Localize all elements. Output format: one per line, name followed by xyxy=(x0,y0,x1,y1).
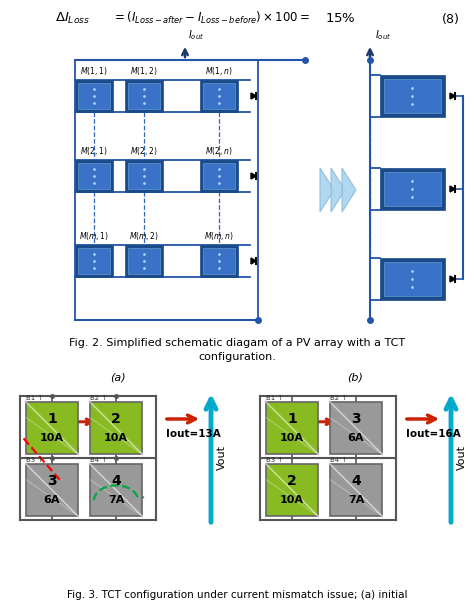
Text: 3: 3 xyxy=(351,412,361,426)
Bar xyxy=(380,258,445,300)
Bar xyxy=(75,160,113,192)
Bar xyxy=(384,79,441,113)
Text: B4 ↑: B4 ↑ xyxy=(330,457,347,463)
Text: $M(m,2)$: $M(m,2)$ xyxy=(129,230,159,242)
Bar xyxy=(128,83,160,109)
Text: 3: 3 xyxy=(47,474,57,488)
Text: $M(1,1)$: $M(1,1)$ xyxy=(80,65,108,77)
Text: Fig. 2. Simplified schematic diagam of a PV array with a TCT: Fig. 2. Simplified schematic diagam of a… xyxy=(69,338,405,348)
Text: 2: 2 xyxy=(287,474,297,488)
Bar xyxy=(380,75,445,117)
Bar xyxy=(384,172,441,206)
Bar xyxy=(384,262,441,296)
Text: 6A: 6A xyxy=(348,433,364,444)
Text: 1: 1 xyxy=(287,412,297,426)
Text: B4 ↑: B4 ↑ xyxy=(90,457,107,463)
Bar xyxy=(78,83,110,109)
Text: $I_{out}$: $I_{out}$ xyxy=(375,28,391,42)
Text: 10A: 10A xyxy=(40,433,64,444)
Text: $M(2,1)$: $M(2,1)$ xyxy=(80,145,108,157)
Text: $\Delta I_{Loss}$: $\Delta I_{Loss}$ xyxy=(55,10,90,26)
Polygon shape xyxy=(331,168,345,212)
Text: $15\%$: $15\%$ xyxy=(325,12,356,24)
Text: Fig. 3. TCT configuration under current mismatch issue; (a) initial: Fig. 3. TCT configuration under current … xyxy=(67,590,407,600)
Bar xyxy=(26,464,78,516)
Bar xyxy=(78,163,110,189)
Text: $M(m,1)$: $M(m,1)$ xyxy=(79,230,109,242)
Bar xyxy=(75,80,113,112)
Polygon shape xyxy=(320,168,334,212)
Bar xyxy=(128,248,160,274)
Bar xyxy=(200,160,238,192)
Polygon shape xyxy=(251,93,256,99)
Polygon shape xyxy=(450,93,455,99)
Polygon shape xyxy=(450,186,455,192)
Text: B1 ↑: B1 ↑ xyxy=(26,395,44,401)
Bar xyxy=(90,402,142,454)
Bar xyxy=(200,80,238,112)
Text: 10A: 10A xyxy=(280,433,304,444)
Bar xyxy=(78,248,110,274)
Text: Vout: Vout xyxy=(217,446,227,471)
Text: 4: 4 xyxy=(351,474,361,488)
Text: $M(2,2)$: $M(2,2)$ xyxy=(130,145,158,157)
Text: $M(1,n)$: $M(1,n)$ xyxy=(205,65,233,77)
Bar xyxy=(200,245,238,277)
Polygon shape xyxy=(342,168,356,212)
Bar xyxy=(330,464,382,516)
Bar xyxy=(380,168,445,210)
Text: Iout=16A: Iout=16A xyxy=(406,429,461,439)
Bar xyxy=(125,80,163,112)
Text: Vout: Vout xyxy=(457,446,467,471)
Bar xyxy=(26,402,78,454)
Text: $(8)$: $(8)$ xyxy=(441,10,459,26)
Bar xyxy=(75,245,113,277)
Bar xyxy=(203,83,235,109)
Bar xyxy=(125,160,163,192)
Text: B3 ↑: B3 ↑ xyxy=(266,457,283,463)
Polygon shape xyxy=(251,258,256,264)
Bar xyxy=(128,163,160,189)
Text: 7A: 7A xyxy=(348,495,364,506)
Text: B1 ↑: B1 ↑ xyxy=(266,395,283,401)
Polygon shape xyxy=(450,276,455,282)
Bar xyxy=(90,464,142,516)
Bar xyxy=(125,245,163,277)
Text: B2 ↑: B2 ↑ xyxy=(90,395,107,401)
Text: 7A: 7A xyxy=(108,495,124,506)
Text: 10A: 10A xyxy=(280,495,304,506)
Text: (a): (a) xyxy=(110,372,126,382)
Bar xyxy=(203,163,235,189)
Text: 6A: 6A xyxy=(44,495,60,506)
Text: (b): (b) xyxy=(347,372,363,382)
Text: B3 ↑: B3 ↑ xyxy=(26,457,44,463)
Text: $I_{out}$: $I_{out}$ xyxy=(188,28,204,42)
Bar xyxy=(266,464,318,516)
Text: B2 ↑: B2 ↑ xyxy=(330,395,347,401)
Polygon shape xyxy=(251,173,256,179)
Text: 2: 2 xyxy=(111,412,121,426)
Text: $M(1,2)$: $M(1,2)$ xyxy=(130,65,158,77)
Bar xyxy=(266,402,318,454)
Text: $=\left(I_{Loss-after}-I_{Loss-before}\right)\times100=$: $=\left(I_{Loss-after}-I_{Loss-before}\r… xyxy=(112,10,310,26)
Text: 1: 1 xyxy=(47,412,57,426)
Text: 10A: 10A xyxy=(104,433,128,444)
Text: 4: 4 xyxy=(111,474,121,488)
Text: $M(2,n)$: $M(2,n)$ xyxy=(205,145,233,157)
Text: $M(m,n)$: $M(m,n)$ xyxy=(204,230,234,242)
Text: Iout=13A: Iout=13A xyxy=(166,429,221,439)
Text: configuration.: configuration. xyxy=(198,352,276,362)
Bar xyxy=(330,402,382,454)
Bar xyxy=(203,248,235,274)
